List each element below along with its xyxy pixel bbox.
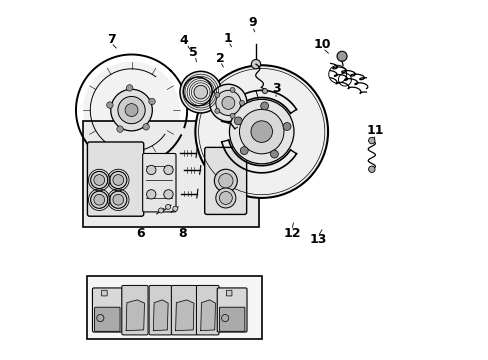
FancyBboxPatch shape xyxy=(86,276,262,338)
Circle shape xyxy=(215,188,235,208)
Circle shape xyxy=(336,51,346,61)
Circle shape xyxy=(158,208,163,213)
FancyBboxPatch shape xyxy=(171,285,197,335)
Circle shape xyxy=(113,194,123,205)
Circle shape xyxy=(215,90,241,116)
Circle shape xyxy=(163,190,173,199)
FancyBboxPatch shape xyxy=(122,285,148,335)
Circle shape xyxy=(195,65,327,198)
Text: 6: 6 xyxy=(136,227,144,240)
Circle shape xyxy=(163,165,173,175)
Circle shape xyxy=(106,102,113,108)
Text: 5: 5 xyxy=(189,46,198,59)
Circle shape xyxy=(239,100,244,105)
Circle shape xyxy=(250,121,272,142)
FancyBboxPatch shape xyxy=(83,121,258,226)
Circle shape xyxy=(214,169,237,192)
Polygon shape xyxy=(201,300,215,330)
Text: 4: 4 xyxy=(179,34,187,48)
Polygon shape xyxy=(153,300,168,330)
FancyBboxPatch shape xyxy=(102,290,107,296)
Circle shape xyxy=(142,123,149,130)
Circle shape xyxy=(109,191,126,208)
Text: 1: 1 xyxy=(224,32,232,45)
FancyBboxPatch shape xyxy=(87,142,143,216)
Circle shape xyxy=(229,99,293,164)
Circle shape xyxy=(172,206,178,211)
Circle shape xyxy=(125,104,138,117)
Circle shape xyxy=(148,98,155,105)
Polygon shape xyxy=(175,300,194,330)
Text: 7: 7 xyxy=(106,32,115,46)
Text: 13: 13 xyxy=(309,233,326,246)
Circle shape xyxy=(209,84,246,122)
Circle shape xyxy=(219,192,232,204)
Circle shape xyxy=(126,85,133,91)
Circle shape xyxy=(90,171,108,189)
FancyBboxPatch shape xyxy=(142,153,176,212)
Circle shape xyxy=(260,102,268,110)
FancyBboxPatch shape xyxy=(217,288,246,332)
Text: 12: 12 xyxy=(283,227,300,240)
Circle shape xyxy=(229,87,235,93)
Text: 2: 2 xyxy=(215,51,224,64)
FancyBboxPatch shape xyxy=(226,290,231,296)
Circle shape xyxy=(180,71,221,113)
Circle shape xyxy=(251,59,260,69)
Circle shape xyxy=(110,89,152,131)
Circle shape xyxy=(83,62,180,158)
Circle shape xyxy=(368,166,374,172)
Circle shape xyxy=(214,93,220,98)
Circle shape xyxy=(283,122,290,130)
Circle shape xyxy=(270,150,278,158)
FancyBboxPatch shape xyxy=(149,285,171,335)
Circle shape xyxy=(94,194,104,205)
Circle shape xyxy=(118,96,145,124)
Circle shape xyxy=(234,117,242,125)
Circle shape xyxy=(214,108,220,113)
Circle shape xyxy=(117,126,123,132)
Circle shape xyxy=(109,171,126,189)
Circle shape xyxy=(240,147,248,154)
Text: 11: 11 xyxy=(366,124,384,137)
Circle shape xyxy=(218,174,233,188)
Text: 10: 10 xyxy=(313,38,331,51)
FancyBboxPatch shape xyxy=(204,147,246,215)
Text: 9: 9 xyxy=(247,17,256,30)
FancyBboxPatch shape xyxy=(196,285,219,335)
Circle shape xyxy=(165,204,170,210)
Polygon shape xyxy=(126,300,144,330)
Circle shape xyxy=(146,165,156,175)
FancyBboxPatch shape xyxy=(94,307,120,331)
Circle shape xyxy=(94,175,104,185)
Circle shape xyxy=(229,113,235,118)
Circle shape xyxy=(222,96,234,109)
Circle shape xyxy=(146,190,156,199)
Circle shape xyxy=(90,191,108,208)
FancyBboxPatch shape xyxy=(92,288,122,332)
FancyBboxPatch shape xyxy=(219,307,244,331)
Circle shape xyxy=(262,89,267,94)
Text: 3: 3 xyxy=(271,82,280,95)
Circle shape xyxy=(113,175,123,185)
Text: 8: 8 xyxy=(178,227,187,240)
Circle shape xyxy=(239,109,284,154)
Circle shape xyxy=(194,85,207,99)
Circle shape xyxy=(368,137,374,144)
